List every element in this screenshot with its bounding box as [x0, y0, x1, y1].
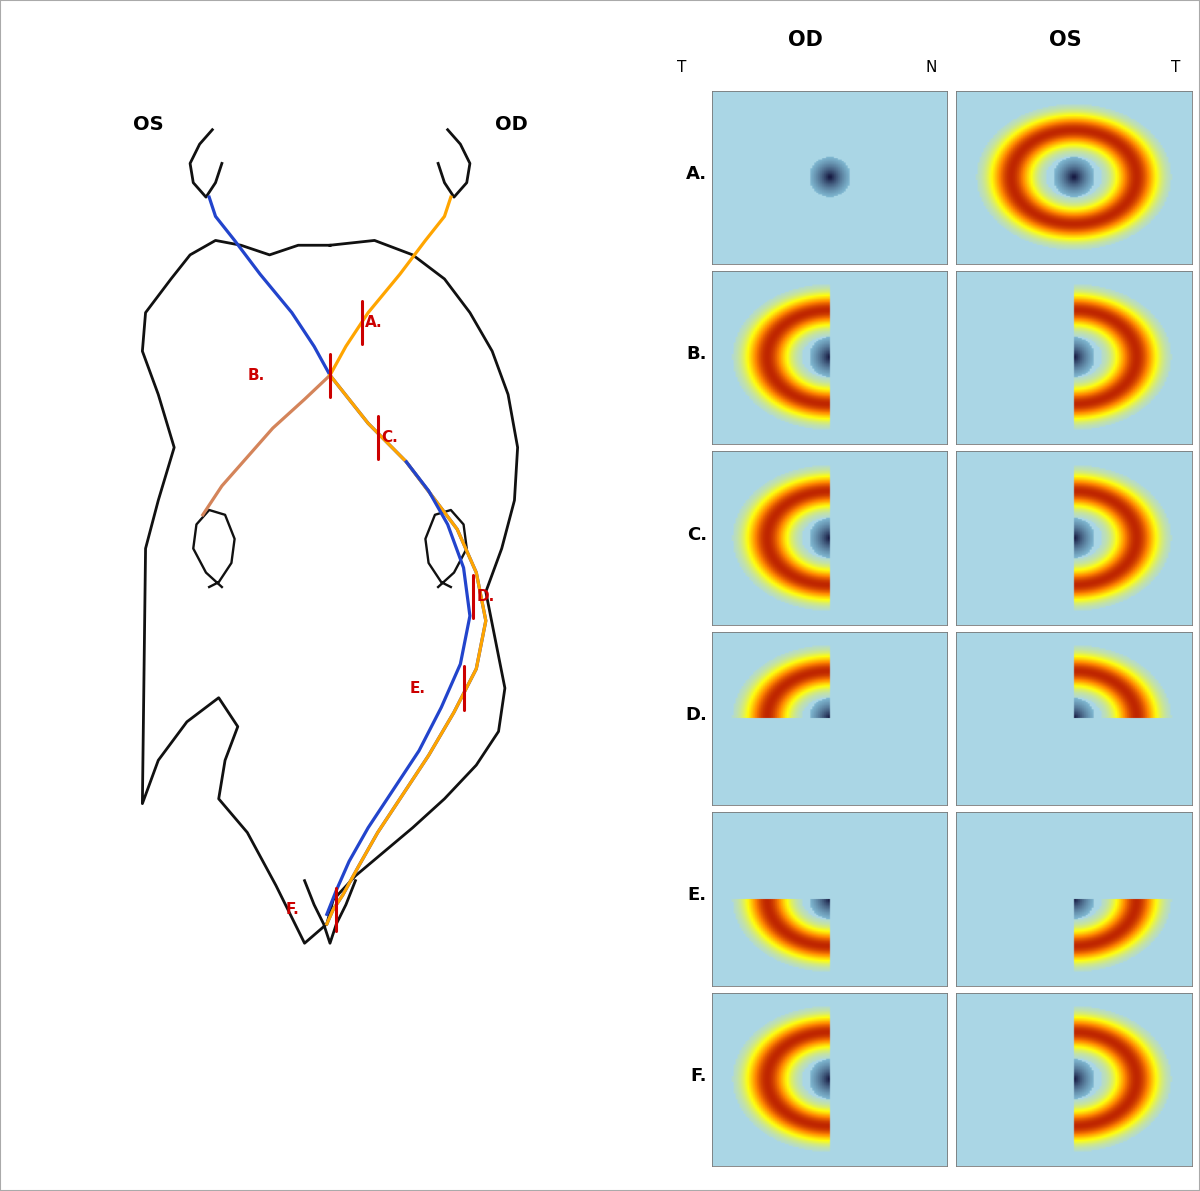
Text: E.: E.: [688, 886, 707, 904]
Text: OD: OD: [494, 116, 528, 135]
Text: D.: D.: [685, 706, 707, 724]
Text: A.: A.: [685, 164, 707, 182]
Text: T: T: [677, 60, 686, 75]
Text: N: N: [925, 60, 937, 75]
Text: C.: C.: [686, 525, 707, 543]
Text: T: T: [1171, 60, 1181, 75]
Text: D.: D.: [476, 590, 494, 604]
Text: B.: B.: [686, 345, 707, 363]
Text: F.: F.: [286, 902, 299, 917]
Text: OS: OS: [1049, 30, 1081, 50]
Text: E.: E.: [409, 680, 426, 696]
Text: B.: B.: [247, 368, 264, 382]
Text: OD: OD: [788, 30, 823, 50]
Text: OS: OS: [133, 116, 164, 135]
Text: C.: C.: [380, 430, 397, 445]
Text: F.: F.: [690, 1067, 707, 1085]
Text: A.: A.: [365, 314, 383, 330]
